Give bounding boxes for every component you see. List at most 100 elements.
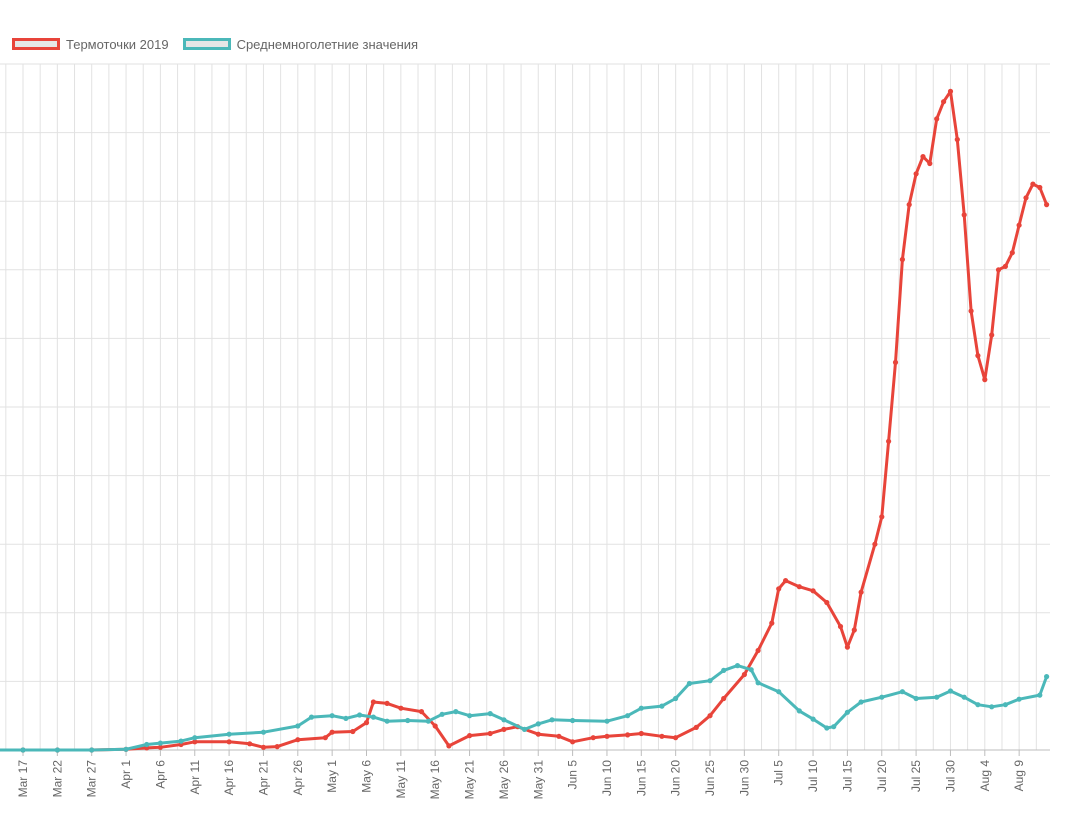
data-point-0 xyxy=(673,735,679,741)
data-point-0 xyxy=(638,730,644,737)
data-point-1 xyxy=(1002,702,1009,708)
data-point-0 xyxy=(625,732,631,738)
data-point-0 xyxy=(556,733,562,739)
data-point-0 xyxy=(961,212,967,218)
legend-label-fires-2019: Термоточки 2019 xyxy=(66,36,169,52)
data-point-0 xyxy=(384,700,390,707)
data-point-0 xyxy=(370,699,376,705)
data-point-0 xyxy=(927,160,933,167)
data-point-0 xyxy=(975,353,981,359)
data-point-1 xyxy=(370,714,376,720)
x-tick-label: Mar 17 xyxy=(16,760,30,798)
data-point-0 xyxy=(570,739,576,745)
data-point-0 xyxy=(844,644,851,650)
data-point-1 xyxy=(934,694,940,700)
x-tick-label: Apr 26 xyxy=(291,760,305,796)
x-tick-label: Jul 15 xyxy=(840,760,854,792)
data-point-1 xyxy=(796,708,802,714)
x-tick-label: May 11 xyxy=(394,760,408,799)
data-point-0 xyxy=(659,733,665,739)
series-line-1 xyxy=(0,664,1049,752)
data-point-1 xyxy=(439,711,445,717)
data-point-0 xyxy=(707,713,713,719)
data-point-1 xyxy=(776,689,782,695)
data-point-0 xyxy=(934,116,940,122)
data-point-1 xyxy=(157,740,163,746)
data-point-1 xyxy=(501,717,507,723)
data-point-0 xyxy=(941,99,947,105)
data-point-0 xyxy=(467,733,473,739)
data-point-0 xyxy=(590,735,596,741)
data-point-1 xyxy=(89,747,95,753)
x-tick-label: May 21 xyxy=(463,760,477,800)
x-tick-label: Apr 11 xyxy=(188,760,202,795)
data-point-1 xyxy=(734,663,741,669)
data-point-1 xyxy=(384,718,390,724)
data-point-1 xyxy=(625,713,631,719)
legend-swatch-long-term-average xyxy=(182,38,231,50)
data-point-0 xyxy=(824,599,830,606)
data-point-0 xyxy=(535,731,541,737)
data-point-0 xyxy=(872,541,878,547)
data-point-1 xyxy=(1037,692,1043,698)
data-point-0 xyxy=(741,671,748,678)
data-point-0 xyxy=(350,728,356,735)
data-point-0 xyxy=(363,720,370,726)
data-point-1 xyxy=(686,680,693,687)
data-point-0 xyxy=(398,705,404,711)
data-point-1 xyxy=(357,712,363,718)
data-point-1 xyxy=(1044,674,1050,680)
data-point-1 xyxy=(858,699,864,705)
data-point-1 xyxy=(535,721,541,727)
x-tick-label: Jul 25 xyxy=(909,760,923,792)
data-point-1 xyxy=(1016,696,1022,702)
data-point-0 xyxy=(487,730,493,737)
data-point-0 xyxy=(913,171,919,177)
x-tick-label: Jul 10 xyxy=(806,760,820,792)
data-point-0 xyxy=(769,620,775,626)
data-point-0 xyxy=(322,735,328,741)
data-point-0 xyxy=(995,267,1002,273)
data-point-1 xyxy=(879,694,885,700)
data-point-0 xyxy=(899,256,906,263)
x-tick-label: May 26 xyxy=(497,760,511,800)
data-point-1 xyxy=(467,713,473,719)
data-point-0 xyxy=(982,377,988,383)
x-tick-label: Jul 20 xyxy=(875,760,889,792)
x-tick-label: Mar 22 xyxy=(50,760,64,798)
data-point-0 xyxy=(432,723,438,729)
data-point-0 xyxy=(810,588,816,594)
data-point-0 xyxy=(1016,222,1022,228)
x-tick-label: May 1 xyxy=(325,760,339,793)
data-point-1 xyxy=(54,747,61,753)
data-point-0 xyxy=(851,627,857,633)
series-line-0 xyxy=(0,89,1049,752)
data-point-0 xyxy=(837,623,844,630)
data-point-0 xyxy=(604,733,610,739)
legend-swatch-fires-2019 xyxy=(12,38,60,50)
data-point-1 xyxy=(308,714,315,720)
data-point-0 xyxy=(501,726,507,733)
data-point-1 xyxy=(755,680,761,686)
data-point-0 xyxy=(906,202,912,208)
data-point-1 xyxy=(329,713,335,719)
legend-item-long-term-average[interactable]: Среднемноголетние значения xyxy=(182,36,419,52)
x-tick-label: Jun 15 xyxy=(634,760,648,796)
data-point-1 xyxy=(989,704,995,710)
data-point-1 xyxy=(638,705,644,711)
data-point-1 xyxy=(604,718,610,724)
x-tick-label: Jun 25 xyxy=(703,760,717,796)
data-point-1 xyxy=(831,724,837,730)
x-tick-label: Mar 27 xyxy=(85,760,99,798)
legend-label-long-term-average: Среднемноголетние значения xyxy=(236,36,419,52)
x-tick-label: Aug 4 xyxy=(978,760,992,792)
x-tick-label: Apr 1 xyxy=(119,760,133,789)
legend-item-fires-2019[interactable]: Термоточки 2019 xyxy=(12,37,169,52)
data-point-1 xyxy=(721,667,727,674)
data-point-0 xyxy=(892,359,899,365)
data-point-0 xyxy=(1030,181,1036,187)
data-point-0 xyxy=(989,332,995,338)
data-point-1 xyxy=(20,747,26,753)
data-point-1 xyxy=(975,702,981,708)
data-point-1 xyxy=(899,689,906,695)
